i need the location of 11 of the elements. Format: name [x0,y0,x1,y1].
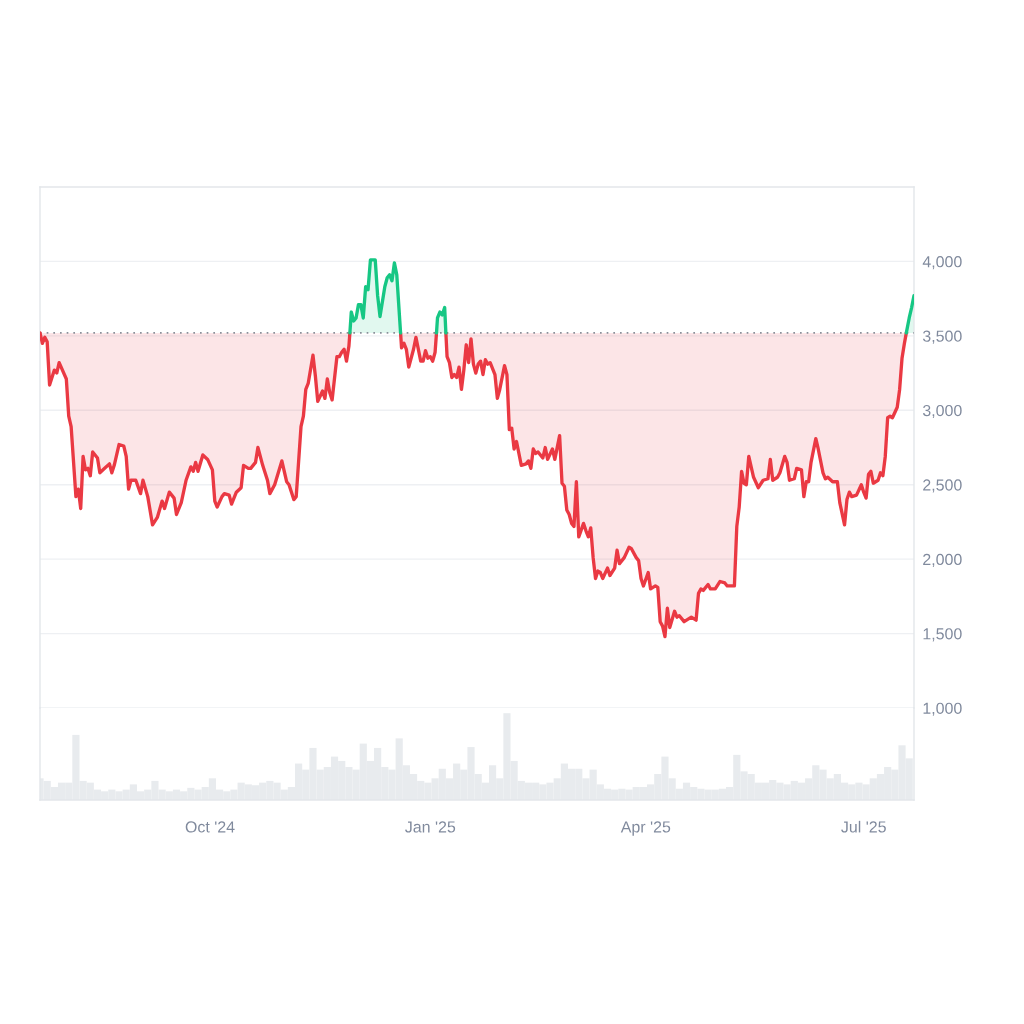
y-tick-label: 1,000 [923,702,962,716]
y-tick-label: 2,500 [923,479,962,493]
y-tick-label: 3,000 [922,404,962,419]
y-tick-label: 2,000 [923,553,962,567]
x-tick-label: Jan '25 [405,821,456,833]
x-tick-label: Jul '25 [841,820,886,833]
y-tick-label: 1,500 [923,628,962,642]
x-tick-label: Apr '25 [620,821,671,836]
y-tick-label: 3,500 [922,330,962,344]
y-tick-label: 4,000 [922,256,962,270]
x-tick-label: Oct '24 [185,821,235,833]
